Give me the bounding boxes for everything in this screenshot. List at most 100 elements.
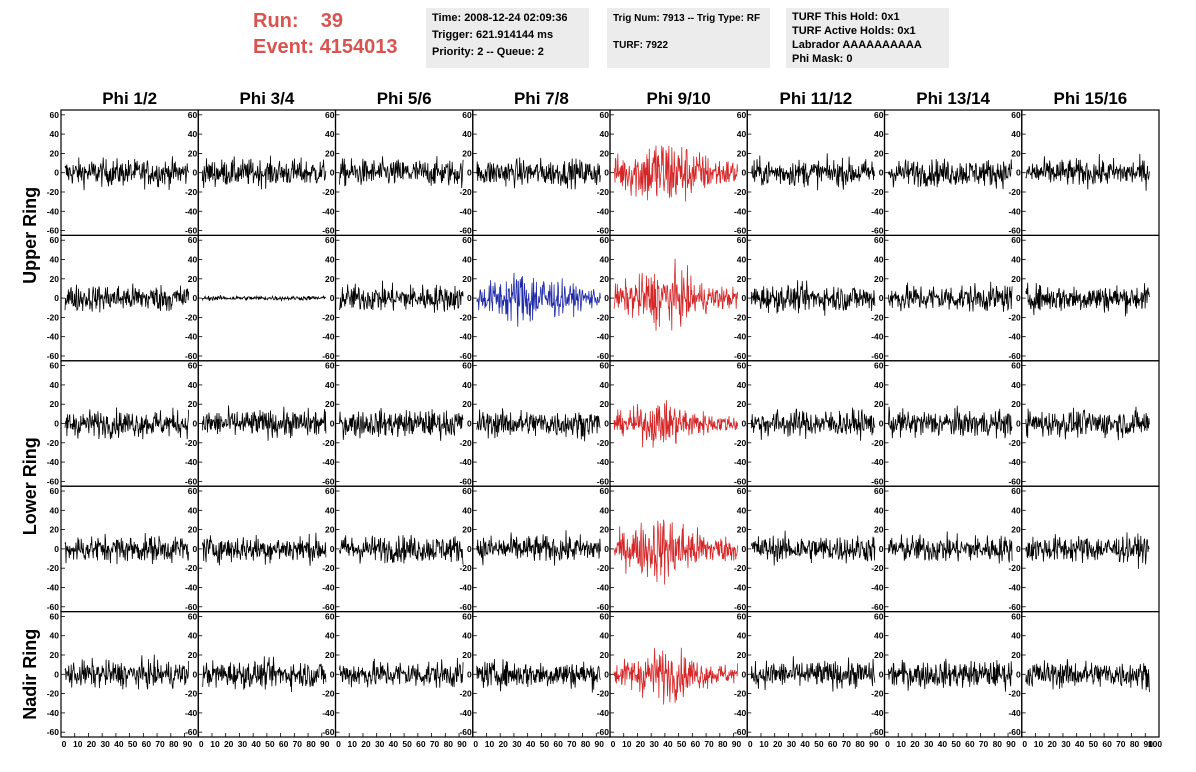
waveform-trace: [339, 280, 464, 313]
y-tick-label: -60: [185, 727, 198, 737]
y-tick-label: -20: [47, 689, 60, 699]
y-tick-label: 40: [600, 505, 610, 515]
y-tick-label: 60: [874, 361, 884, 371]
y-tick-label: -60: [185, 351, 198, 361]
waveform-trace: [613, 258, 738, 331]
y-tick-label: -40: [597, 708, 610, 718]
y-tick-label: -20: [597, 187, 610, 197]
y-tick-label: 0: [54, 669, 59, 679]
y-tick-label: -60: [597, 727, 610, 737]
y-tick-label: 20: [325, 650, 335, 660]
y-tick-label: -40: [871, 206, 884, 216]
y-tick-label: 60: [325, 361, 335, 371]
y-tick-label: -40: [47, 332, 60, 342]
x-tick-label: 80: [169, 739, 179, 749]
y-tick-label: 60: [462, 361, 472, 371]
y-tick-label: 60: [600, 361, 610, 371]
y-tick-label: 0: [742, 544, 747, 554]
y-tick-label: -40: [185, 206, 198, 216]
waveform-trace: [751, 153, 876, 191]
x-tick-label: 20: [910, 739, 920, 749]
waveform-trace: [476, 408, 601, 442]
labrador-text: Labrador AAAAAAAAAA: [792, 39, 922, 51]
x-tick-label: 40: [114, 739, 124, 749]
x-tick-label: 80: [718, 739, 728, 749]
y-tick-label: 60: [462, 486, 472, 496]
x-tick-label: 10: [347, 739, 357, 749]
y-tick-label: -20: [734, 312, 747, 322]
y-tick-label: 60: [1011, 235, 1021, 245]
y-tick-label: -40: [185, 708, 198, 718]
y-tick-label: 0: [879, 669, 884, 679]
y-tick-label: 40: [50, 505, 60, 515]
x-tick-label: 0: [62, 739, 67, 749]
x-tick-label: 50: [677, 739, 687, 749]
y-tick-label: 0: [330, 544, 335, 554]
y-tick-label: 40: [188, 505, 198, 515]
y-tick-label: 40: [874, 255, 884, 265]
y-tick-label: 0: [604, 168, 609, 178]
y-tick-label: -20: [47, 187, 60, 197]
y-tick-label: -20: [459, 187, 472, 197]
column-header: Phi 5/6: [377, 89, 432, 108]
y-tick-label: 40: [325, 380, 335, 390]
y-tick-label: 40: [188, 631, 198, 641]
waveform-trace: [201, 155, 327, 190]
y-tick-label: 0: [742, 419, 747, 429]
y-tick-label: 20: [188, 148, 198, 158]
y-tick-label: -20: [734, 689, 747, 699]
y-tick-label: -40: [47, 457, 60, 467]
y-tick-label: -40: [322, 206, 335, 216]
y-tick-label: 0: [604, 293, 609, 303]
y-tick-label: 0: [1016, 168, 1021, 178]
y-tick-label: 20: [50, 274, 60, 284]
waveform-trace: [339, 156, 464, 189]
y-tick-label: 20: [50, 399, 60, 409]
y-tick-label: 0: [54, 168, 59, 178]
y-tick-label: 0: [879, 293, 884, 303]
x-tick-label: 90: [595, 739, 605, 749]
y-tick-label: -60: [871, 602, 884, 612]
x-tick-label: 50: [951, 739, 961, 749]
y-tick-label: 60: [50, 110, 60, 120]
y-tick-label: 20: [50, 650, 60, 660]
x-tick-label: 90: [457, 739, 467, 749]
y-tick-label: 20: [1011, 650, 1021, 660]
y-tick-label: -60: [871, 727, 884, 737]
y-tick-label: -40: [734, 206, 747, 216]
y-tick-label: -40: [185, 457, 198, 467]
y-tick-label: 20: [1011, 148, 1021, 158]
waveform-trace: [64, 654, 189, 690]
waveform-trace: [613, 519, 738, 585]
y-tick-label: -20: [459, 438, 472, 448]
y-tick-label: 40: [50, 129, 60, 139]
y-tick-label: 20: [600, 525, 610, 535]
y-tick-label: 0: [467, 669, 472, 679]
y-tick-label: -20: [322, 689, 335, 699]
y-tick-label: 0: [742, 669, 747, 679]
waveform-trace: [888, 658, 1013, 692]
y-tick-label: -40: [871, 708, 884, 718]
x-tick-label: 30: [512, 739, 522, 749]
column-header: Phi 9/10: [646, 89, 710, 108]
y-tick-label: 0: [1016, 419, 1021, 429]
waveform-trace: [64, 156, 189, 191]
y-tick-label: -60: [459, 727, 472, 737]
y-tick-label: 60: [50, 235, 60, 245]
y-tick-label: -20: [1008, 438, 1021, 448]
x-tick-label: 70: [1116, 739, 1126, 749]
y-tick-label: 60: [325, 486, 335, 496]
y-tick-label: 0: [604, 419, 609, 429]
x-tick-label: 10: [622, 739, 632, 749]
y-tick-label: -40: [1008, 332, 1021, 342]
y-tick-label: -60: [322, 226, 335, 236]
y-tick-label: 40: [737, 380, 747, 390]
y-tick-label: -60: [47, 351, 60, 361]
y-tick-label: 20: [874, 525, 884, 535]
x-tick-label: 60: [142, 739, 152, 749]
y-tick-label: -60: [322, 476, 335, 486]
y-tick-label: 60: [874, 110, 884, 120]
y-tick-label: 20: [188, 650, 198, 660]
y-tick-label: 20: [50, 525, 60, 535]
y-tick-label: 60: [1011, 361, 1021, 371]
